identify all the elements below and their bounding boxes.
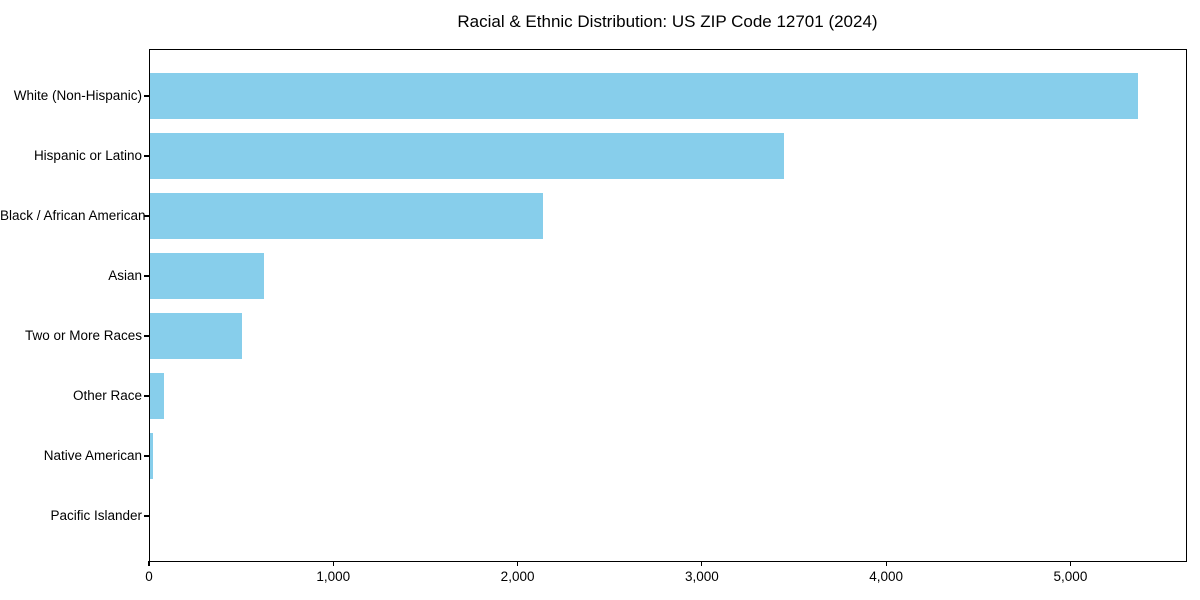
chart-title: Racial & Ethnic Distribution: US ZIP Cod… bbox=[457, 12, 878, 31]
x-tick-label-4000: 4,000 bbox=[869, 569, 904, 584]
bar-two-or-more-races bbox=[150, 313, 243, 359]
x-tick-mark bbox=[885, 561, 887, 566]
x-tick-mark bbox=[1069, 561, 1072, 566]
y-tick-mark bbox=[144, 215, 149, 217]
y-tick-mark bbox=[144, 275, 149, 277]
x-tick-label-2000: 2,000 bbox=[500, 569, 535, 584]
y-axis-label-pacific-islander: Pacific Islander bbox=[50, 508, 142, 523]
x-tick-mark bbox=[701, 561, 703, 566]
plot-area bbox=[149, 49, 1187, 562]
y-axis-label-white-non-hispanic: White (Non-Hispanic) bbox=[13, 88, 142, 103]
x-tick-label-5000: 5,000 bbox=[1053, 569, 1088, 584]
x-tick-label-1000: 1,000 bbox=[316, 569, 351, 584]
bar-other-race bbox=[150, 373, 164, 419]
y-tick-mark bbox=[144, 335, 149, 337]
y-tick-mark bbox=[144, 395, 149, 397]
x-tick-label-3000: 3,000 bbox=[684, 569, 719, 584]
y-axis-label-native-american: Native American bbox=[43, 448, 142, 463]
x-tick-mark bbox=[148, 561, 150, 566]
y-axis-label-black-african-american: Black / African American bbox=[0, 208, 146, 223]
y-axis-label-two-or-more-races: Two or More Races bbox=[24, 328, 142, 343]
y-tick-mark bbox=[144, 155, 149, 157]
bar-white-non-hispanic bbox=[150, 73, 1138, 119]
y-tick-mark bbox=[144, 515, 149, 517]
y-axis-label-other-race: Other Race bbox=[72, 388, 142, 403]
bar-hispanic-or-latino bbox=[150, 133, 784, 179]
y-tick-mark bbox=[144, 455, 149, 457]
bar-black-african-american bbox=[150, 193, 543, 239]
y-axis-label-hispanic-or-latino: Hispanic or Latino bbox=[33, 148, 142, 163]
y-tick-mark bbox=[144, 95, 149, 97]
x-tick-mark bbox=[332, 561, 334, 566]
y-axis-label-asian: Asian bbox=[108, 268, 142, 283]
bar-native-american bbox=[150, 433, 154, 479]
x-tick-label-0: 0 bbox=[145, 569, 153, 584]
x-tick-mark bbox=[516, 561, 519, 566]
bar-asian bbox=[150, 253, 265, 299]
